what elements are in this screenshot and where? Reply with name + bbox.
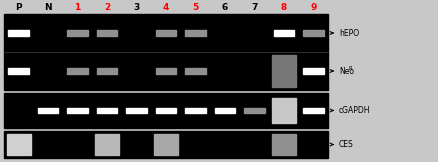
Text: CES: CES <box>338 140 353 149</box>
Bar <box>154 134 177 155</box>
Bar <box>8 30 29 36</box>
Bar <box>126 108 147 113</box>
Bar <box>96 30 117 36</box>
Bar <box>272 134 295 155</box>
Bar <box>271 98 295 123</box>
Text: P: P <box>15 4 22 12</box>
Bar <box>96 68 117 74</box>
Bar <box>67 30 88 36</box>
Bar <box>4 93 327 128</box>
Text: hEPO: hEPO <box>338 29 358 37</box>
Text: 3: 3 <box>133 4 139 12</box>
Bar <box>302 108 323 113</box>
Text: 4: 4 <box>162 4 169 12</box>
Bar <box>155 108 176 113</box>
Text: 8: 8 <box>280 4 286 12</box>
Bar <box>38 108 58 113</box>
Bar <box>302 30 323 36</box>
Text: 1: 1 <box>74 4 81 12</box>
Bar <box>8 68 29 74</box>
Text: cGAPDH: cGAPDH <box>338 106 370 115</box>
Bar <box>155 68 176 74</box>
Bar <box>185 68 205 74</box>
Bar <box>214 108 235 113</box>
Bar <box>4 14 327 90</box>
Bar <box>273 30 293 36</box>
Text: R: R <box>348 66 352 71</box>
Text: 9: 9 <box>309 4 316 12</box>
Text: 5: 5 <box>192 4 198 12</box>
Text: N: N <box>44 4 52 12</box>
Bar <box>244 108 264 113</box>
Bar <box>185 30 205 36</box>
Bar <box>302 68 323 74</box>
Bar <box>185 108 205 113</box>
Bar <box>7 134 30 155</box>
Bar <box>67 68 88 74</box>
Bar <box>96 108 117 113</box>
Text: 2: 2 <box>104 4 110 12</box>
Text: 7: 7 <box>251 4 257 12</box>
Bar <box>67 108 88 113</box>
Bar <box>271 55 295 87</box>
Text: 6: 6 <box>221 4 227 12</box>
Bar <box>95 134 119 155</box>
Bar <box>4 131 327 158</box>
Bar <box>155 30 176 36</box>
Text: Neo: Neo <box>338 66 353 75</box>
